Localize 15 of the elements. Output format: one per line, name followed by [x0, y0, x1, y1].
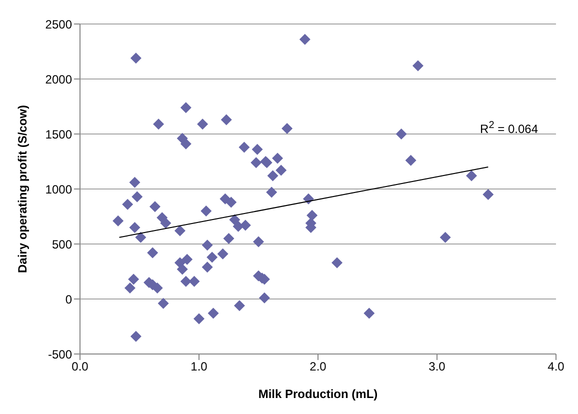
x-tick-label: 4.0	[548, 360, 565, 374]
x-tick-label: 0.0	[72, 360, 89, 374]
annotation: R$^{2}$ = 0.064	[480, 120, 538, 136]
y-tick-label: 1000	[45, 182, 72, 196]
y-tick-label: 2500	[45, 17, 72, 32]
y-tick-label: -500	[48, 347, 72, 362]
y-tick-label: 0	[65, 292, 72, 306]
x-axis-title: Milk Production (mL)	[258, 387, 378, 401]
x-tick-label: 1.0	[190, 360, 208, 374]
y-tick-label: 500	[52, 237, 72, 252]
x-tick-label: 2.0	[310, 360, 327, 374]
y-tick-label: 1500	[45, 127, 72, 142]
y-tick-label: 2000	[45, 72, 72, 86]
x-tick-label: 3.0	[428, 360, 446, 374]
y-axis-title: Dairy operating profit (S/cow)	[15, 104, 30, 274]
